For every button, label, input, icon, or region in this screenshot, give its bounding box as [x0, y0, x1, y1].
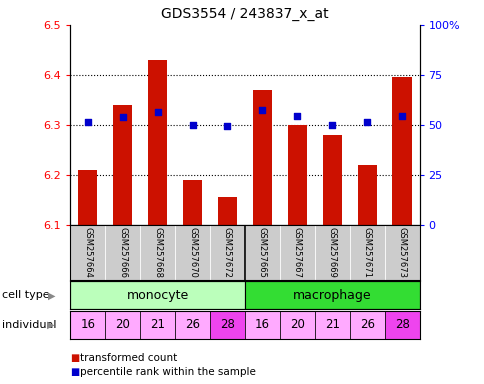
Bar [357, 165, 376, 225]
Text: GSM257673: GSM257673 [397, 227, 406, 278]
Bar [182, 180, 202, 225]
Text: monocyte: monocyte [126, 289, 188, 302]
Point [223, 123, 231, 129]
Text: GSM257664: GSM257664 [83, 227, 92, 278]
Text: percentile rank within the sample: percentile rank within the sample [80, 367, 256, 377]
Bar [349, 311, 384, 339]
Bar [314, 311, 349, 339]
Point [328, 122, 335, 128]
Point [119, 114, 126, 120]
Text: GSM257666: GSM257666 [118, 227, 127, 278]
Text: 16: 16 [255, 318, 269, 331]
Text: GSM257672: GSM257672 [223, 227, 231, 278]
Bar [279, 311, 314, 339]
Bar [287, 125, 306, 225]
Text: 20: 20 [115, 318, 130, 331]
Text: ▶: ▶ [47, 290, 55, 300]
Bar [244, 281, 419, 309]
Point [258, 107, 266, 113]
Bar [70, 311, 105, 339]
Text: GSM257670: GSM257670 [188, 227, 197, 278]
Text: 21: 21 [150, 318, 165, 331]
Bar [322, 135, 341, 225]
Bar [392, 78, 411, 225]
Bar [252, 90, 272, 225]
Bar [70, 281, 244, 309]
Text: GSM257669: GSM257669 [327, 227, 336, 278]
Text: GSM257671: GSM257671 [362, 227, 371, 278]
Text: 26: 26 [185, 318, 199, 331]
Text: individual: individual [2, 320, 57, 330]
Text: ■: ■ [70, 367, 79, 377]
Bar [140, 311, 175, 339]
Bar [78, 170, 97, 225]
Bar [384, 311, 419, 339]
Bar [148, 60, 167, 225]
Bar [175, 311, 210, 339]
Point [188, 122, 196, 128]
Text: transformed count: transformed count [80, 353, 177, 363]
Text: GSM257667: GSM257667 [292, 227, 301, 278]
Point [153, 109, 161, 115]
Text: 26: 26 [359, 318, 374, 331]
Text: ▶: ▶ [46, 320, 54, 330]
Text: GSM257665: GSM257665 [257, 227, 266, 278]
Text: cell type: cell type [2, 290, 50, 300]
Text: 28: 28 [220, 318, 234, 331]
Bar [210, 311, 244, 339]
Text: 28: 28 [394, 318, 408, 331]
Point [84, 119, 91, 125]
Text: ■: ■ [70, 353, 79, 363]
Text: 20: 20 [289, 318, 304, 331]
Point [397, 113, 405, 119]
Text: 21: 21 [324, 318, 339, 331]
Text: GSM257668: GSM257668 [153, 227, 162, 278]
Text: macrophage: macrophage [292, 289, 371, 302]
Bar [217, 197, 237, 225]
Point [363, 119, 370, 125]
Point [293, 113, 301, 119]
Text: 16: 16 [80, 318, 95, 331]
Bar [113, 105, 132, 225]
Title: GDS3554 / 243837_x_at: GDS3554 / 243837_x_at [161, 7, 328, 21]
Bar [244, 311, 279, 339]
Bar [105, 311, 140, 339]
